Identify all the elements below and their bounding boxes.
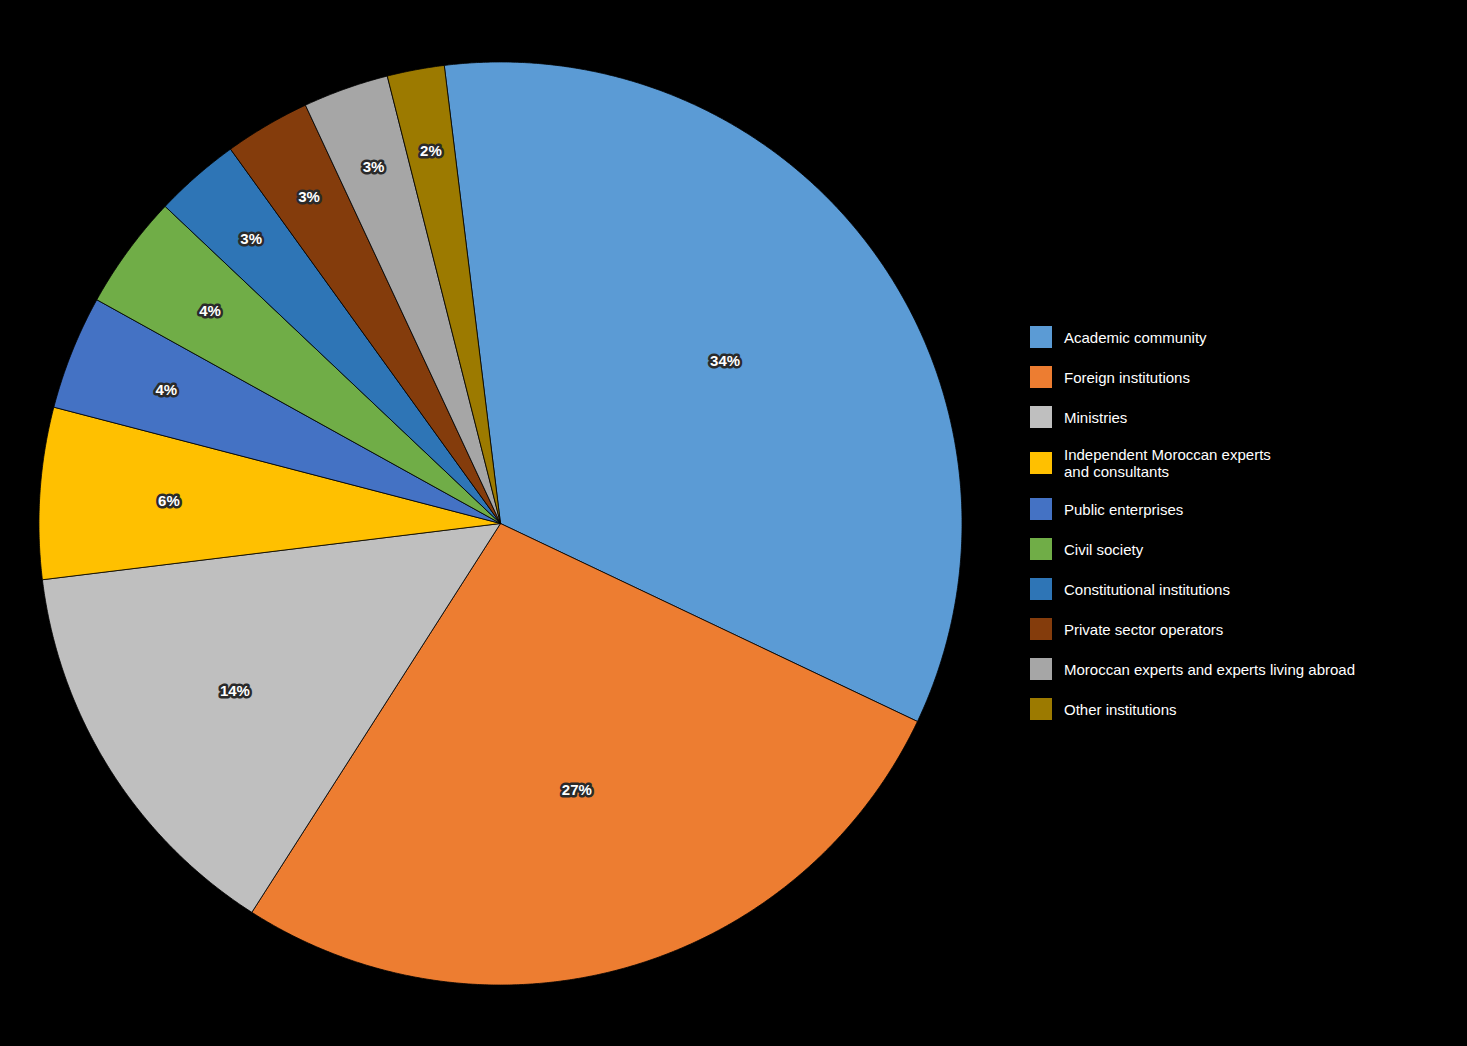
html-text:Constitutional institutions: Constitutional institutions — [1064, 580, 1230, 598]
html-text:Foreign institutions: Foreign institutions — [1064, 368, 1190, 386]
html-text:Civil society: Civil society — [1064, 540, 1144, 558]
svg-text:4%: 4% — [199, 302, 221, 319]
html-text:Academic community: Academic community — [1064, 328, 1207, 346]
svg-text:3%: 3% — [363, 158, 385, 175]
svg-text:34%: 34% — [710, 352, 740, 369]
svg-text:2%: 2% — [420, 142, 442, 159]
svg-text:4%: 4% — [155, 381, 177, 398]
svg-text:27%: 27% — [562, 780, 592, 797]
html-text:Private sector operators: Private sector operators — [1064, 620, 1224, 638]
svg-text:3%: 3% — [240, 230, 262, 247]
html-text:Independent Moroccan experts a: Independent Moroccan experts and consult… — [1064, 446, 1271, 480]
html-text:Ministries: Ministries — [1064, 408, 1128, 426]
svg-text:3%: 3% — [298, 188, 320, 205]
html-text:Other institutions: Other institutions — [1064, 700, 1177, 718]
svg-text:6%: 6% — [158, 492, 180, 509]
html-text:Moroccan experts and experts l: Moroccan experts and experts living abro… — [1064, 660, 1355, 678]
html-text:Public enterprises: Public enterprises — [1064, 500, 1184, 518]
svg-text:14%: 14% — [220, 682, 250, 699]
